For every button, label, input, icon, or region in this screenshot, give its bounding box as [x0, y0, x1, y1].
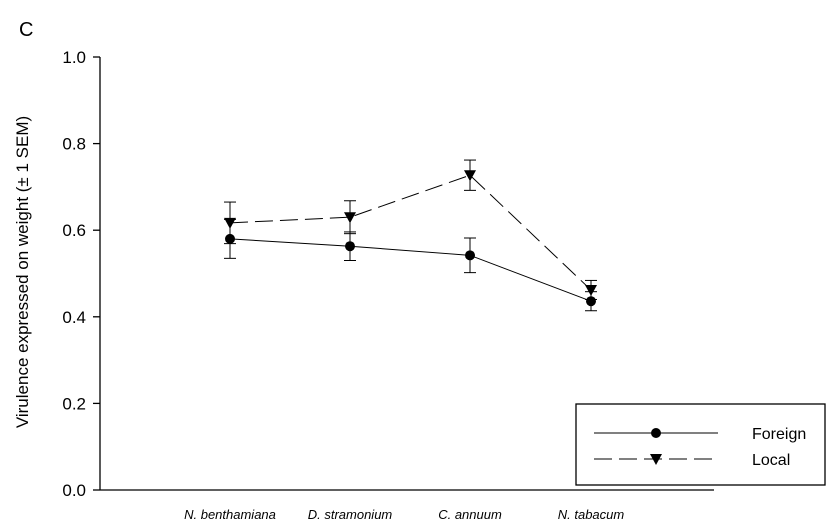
y-axis-ticks: 0.0 0.2 0.4 0.6 0.8 1.0 — [62, 48, 100, 500]
legend-marker — [651, 428, 661, 438]
series-line — [229, 238, 592, 302]
x-axis-ticks: N. benthamiana D. stramonium C. annuum N. t… — [184, 507, 624, 522]
legend-item-foreign: Foreign — [594, 426, 806, 443]
x-tick-label: N. benthamiana — [184, 507, 276, 522]
panel-letter: C — [19, 19, 33, 41]
data-point — [465, 250, 475, 261]
x-tick-label: C. annuum — [438, 507, 502, 522]
data-point — [586, 296, 596, 307]
y-tick-label: 0.6 — [62, 221, 86, 240]
legend-item-local: Local — [594, 452, 790, 469]
series-foreign — [224, 218, 597, 312]
x-tick-label: N. tabacum — [558, 507, 625, 522]
plot-area — [224, 159, 597, 312]
y-tick-label: 1.0 — [62, 48, 86, 67]
legend-box — [575, 403, 826, 486]
legend-label: Local — [752, 452, 790, 469]
y-tick-label: 0.2 — [62, 394, 86, 413]
data-point — [344, 212, 356, 224]
data-point — [585, 284, 597, 296]
data-point — [224, 217, 236, 229]
legend-label: Foreign — [752, 426, 806, 443]
data-point — [345, 241, 355, 252]
y-tick-label: 0.8 — [62, 135, 86, 154]
data-point — [464, 170, 476, 182]
y-axis-label: Virulence expressed on weight (± 1 SEM) — [13, 116, 32, 428]
x-tick-label: D. stramonium — [308, 507, 393, 522]
series-line — [229, 174, 592, 291]
y-tick-label: 0.0 — [62, 481, 86, 500]
legend-marker — [650, 454, 662, 465]
legend: Foreign Local — [575, 403, 826, 486]
y-tick-label: 0.4 — [62, 308, 86, 327]
series-local — [224, 159, 597, 300]
